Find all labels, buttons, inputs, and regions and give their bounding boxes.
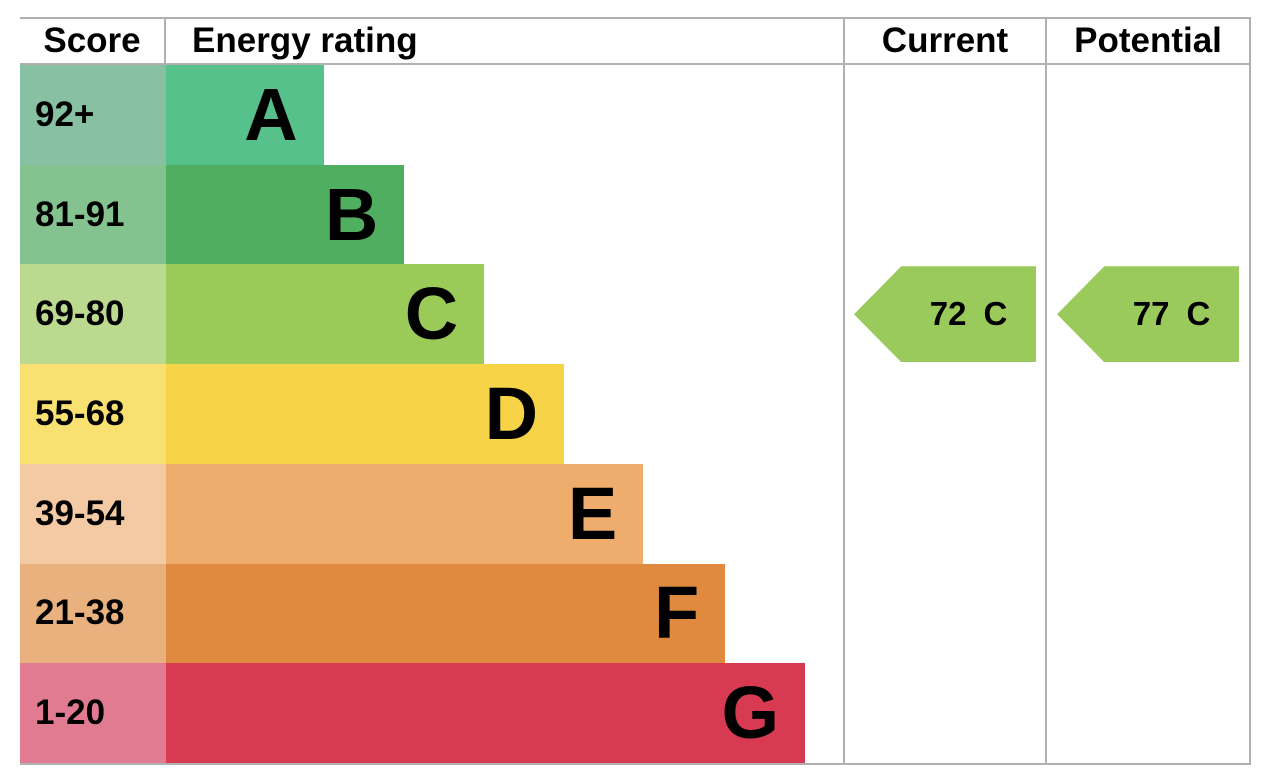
band-bar-d: D xyxy=(166,364,565,464)
energy-rating-header: Energy rating xyxy=(166,19,843,65)
current-rating-value: 72 xyxy=(929,295,967,333)
band-letter-g: G xyxy=(721,671,780,755)
band-row-f: 21-38 xyxy=(20,563,166,664)
band-bar-e: E xyxy=(166,463,644,564)
current-header: Current xyxy=(845,19,1045,65)
band-bar-f: F xyxy=(166,563,726,664)
score-column: Score 92+ 81-91 69-80 55-68 39-54 21-38 … xyxy=(20,19,166,764)
band-letter-c: C xyxy=(404,272,459,356)
score-range-e: 39-54 xyxy=(20,463,166,564)
score-range-b: 81-91 xyxy=(20,164,166,265)
potential-rating-value: 77 xyxy=(1132,295,1170,333)
energy-rating-column: Energy rating A B C xyxy=(166,19,843,764)
band-row-e: 39-54 xyxy=(20,463,166,564)
band-letter-e: E xyxy=(567,471,618,555)
score-range-g: 1-20 xyxy=(20,663,166,764)
current-rating-arrow: 72 C xyxy=(854,266,1036,363)
potential-column: Potential 77 C xyxy=(1045,19,1251,763)
band-bar-g: G xyxy=(166,663,806,764)
potential-header: Potential xyxy=(1047,19,1249,65)
band-letter-d: D xyxy=(484,372,539,456)
score-range-a: 92+ xyxy=(20,65,166,165)
score-range-f: 21-38 xyxy=(20,563,166,664)
band-letter-f: F xyxy=(653,571,700,655)
band-bar-a: A xyxy=(166,65,324,165)
band-row-c: 69-80 xyxy=(20,264,166,365)
band-row-g: 1-20 xyxy=(20,663,166,764)
current-column: Current 72 C xyxy=(843,19,1045,763)
band-row-d: 55-68 xyxy=(20,364,166,464)
potential-rating-band: C xyxy=(1186,295,1211,333)
score-range-d: 55-68 xyxy=(20,364,166,464)
current-rating-band: C xyxy=(983,295,1008,333)
potential-rating-arrow: 77 C xyxy=(1057,266,1239,363)
band-bar-b: B xyxy=(166,164,405,265)
band-bar-c: C xyxy=(166,264,485,365)
band-letter-b: B xyxy=(324,172,379,256)
epc-rating-chart: Score 92+ 81-91 69-80 55-68 39-54 21-38 … xyxy=(20,17,1251,765)
band-row-b: 81-91 xyxy=(20,164,166,265)
score-header: Score xyxy=(20,19,166,65)
band-letter-a: A xyxy=(244,72,298,156)
score-range-c: 69-80 xyxy=(20,264,166,365)
band-row-a: 92+ xyxy=(20,65,166,165)
